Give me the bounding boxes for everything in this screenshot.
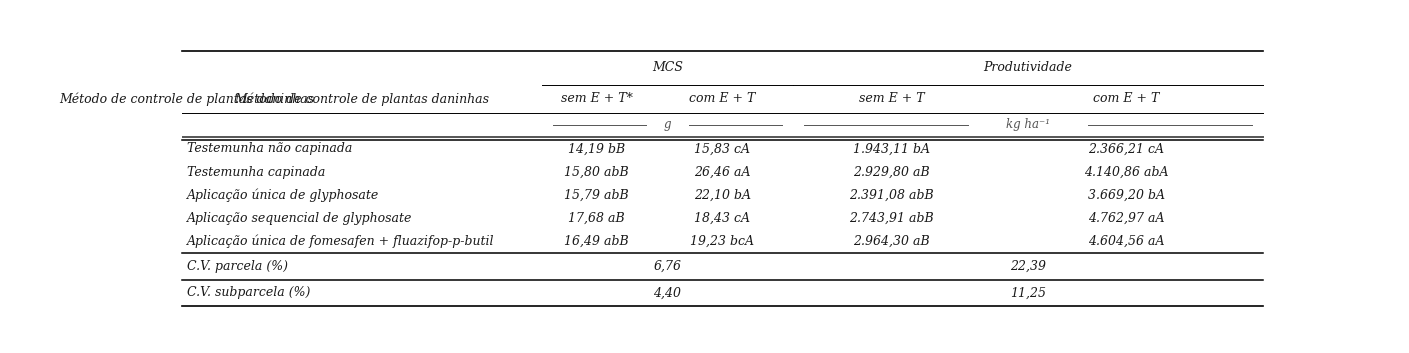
Text: 2.743,91 abB: 2.743,91 abB bbox=[850, 212, 934, 225]
Text: 4.604,56 aA: 4.604,56 aA bbox=[1088, 235, 1164, 248]
Text: com E + T: com E + T bbox=[1093, 92, 1160, 106]
Text: 4,40: 4,40 bbox=[654, 286, 682, 299]
Text: 4.140,86 abA: 4.140,86 abA bbox=[1084, 166, 1168, 179]
Text: 2.929,80 aB: 2.929,80 aB bbox=[852, 166, 930, 179]
Text: 18,43 cA: 18,43 cA bbox=[695, 212, 750, 225]
Text: 6,76: 6,76 bbox=[654, 260, 682, 273]
Text: 22,10 bA: 22,10 bA bbox=[693, 189, 751, 202]
Text: Aplicação sequencial de glyphosate: Aplicação sequencial de glyphosate bbox=[187, 212, 413, 225]
Text: 3.669,20 bA: 3.669,20 bA bbox=[1088, 189, 1165, 202]
Text: Método de controle de plantas daninhas: Método de controle de plantas daninhas bbox=[234, 92, 489, 106]
Text: 26,46 aA: 26,46 aA bbox=[693, 166, 751, 179]
Text: 4.762,97 aA: 4.762,97 aA bbox=[1088, 212, 1164, 225]
Text: 1.943,11 bA: 1.943,11 bA bbox=[852, 142, 930, 155]
Text: Testemunha não capinada: Testemunha não capinada bbox=[187, 142, 352, 155]
Text: Testemunha capinada: Testemunha capinada bbox=[187, 166, 325, 179]
Text: g: g bbox=[664, 119, 671, 131]
Text: C.V. subparcela (%): C.V. subparcela (%) bbox=[187, 286, 310, 299]
Text: Aplicação única de fomesafen + fluazifop-p-butil: Aplicação única de fomesafen + fluazifop… bbox=[187, 235, 495, 248]
Text: 2.366,21 cA: 2.366,21 cA bbox=[1088, 142, 1164, 155]
Text: MCS: MCS bbox=[652, 61, 683, 74]
Text: Aplicação única de glyphosate: Aplicação única de glyphosate bbox=[187, 189, 379, 202]
Text: 14,19 bB: 14,19 bB bbox=[568, 142, 626, 155]
Text: 11,25: 11,25 bbox=[1010, 286, 1045, 299]
Text: kg ha⁻¹: kg ha⁻¹ bbox=[1006, 119, 1050, 131]
Text: 2.391,08 abB: 2.391,08 abB bbox=[850, 189, 934, 202]
Text: 15,83 cA: 15,83 cA bbox=[695, 142, 750, 155]
Text: C.V. parcela (%): C.V. parcela (%) bbox=[187, 260, 287, 273]
Text: 2.964,30 aB: 2.964,30 aB bbox=[852, 235, 930, 248]
Text: 15,80 abB: 15,80 abB bbox=[564, 166, 628, 179]
Text: 15,79 abB: 15,79 abB bbox=[564, 189, 628, 202]
Text: 16,49 abB: 16,49 abB bbox=[564, 235, 628, 248]
Text: sem E + T: sem E + T bbox=[858, 92, 924, 106]
Text: Produtividade: Produtividade bbox=[983, 61, 1072, 74]
Text: 19,23 bcA: 19,23 bcA bbox=[690, 235, 754, 248]
Text: sem E + T*: sem E + T* bbox=[561, 92, 633, 106]
Text: 17,68 aB: 17,68 aB bbox=[568, 212, 624, 225]
Text: com E + T: com E + T bbox=[689, 92, 755, 106]
Text: 22,39: 22,39 bbox=[1010, 260, 1045, 273]
Text: Método de controle de plantas daninhas: Método de controle de plantas daninhas bbox=[59, 92, 314, 106]
